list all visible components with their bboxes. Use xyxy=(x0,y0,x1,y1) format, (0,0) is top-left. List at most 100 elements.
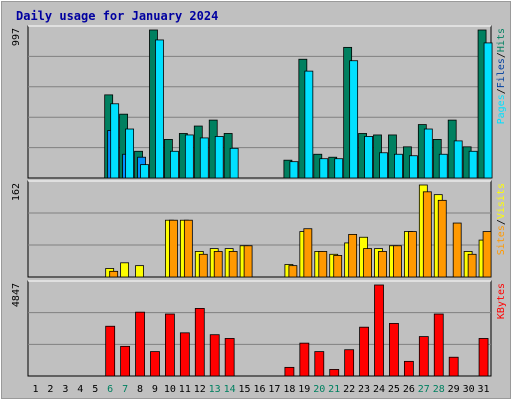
day-label: 18 xyxy=(283,384,295,395)
bar-pages-day-22 xyxy=(349,60,359,179)
bar-kbytes-day-26 xyxy=(403,360,414,377)
panel-kbytes: 4847 KBytes xyxy=(11,280,507,377)
bar-pages-day-19 xyxy=(304,70,314,179)
outer-bevel-dark xyxy=(1,1,511,399)
bar-kbytes-day-12 xyxy=(194,308,205,377)
day-label: 30 xyxy=(463,384,475,395)
legend-entry: Sites xyxy=(496,225,507,255)
legend-entry: Pages xyxy=(496,94,507,124)
bar-pages-day-21 xyxy=(334,158,344,179)
bar-sites-day-25 xyxy=(393,245,402,278)
day-label: 12 xyxy=(194,384,206,395)
day-label: 14 xyxy=(224,384,236,395)
bar-kbytes-day-10 xyxy=(165,313,175,377)
plot-area-kbytes xyxy=(27,280,492,377)
day-axis-labels: 1 2 3 4 5 6 7 8 9 10 11 12 13 14 15 16 17 18 19 20 21 22 23 24 2… xyxy=(32,384,489,395)
bar-kbytes-day-20 xyxy=(314,351,325,377)
day-label: 1 xyxy=(32,384,38,395)
bar-pages-day-24 xyxy=(379,152,388,179)
legend-hits_files: Pages/Files/Hits xyxy=(496,28,507,124)
day-label: 29 xyxy=(448,384,460,395)
day-label: 16 xyxy=(253,384,265,395)
bar-kbytes-day-22 xyxy=(344,349,355,377)
bar-pages-day-31 xyxy=(483,42,493,179)
legend-entry: Files xyxy=(496,58,507,88)
legend-entry: Hits xyxy=(496,28,507,52)
day-label: 3 xyxy=(62,384,68,395)
bar-sites-day-19 xyxy=(303,228,313,278)
bar-pages-day-29 xyxy=(453,140,463,179)
bar-sites-day-12 xyxy=(198,253,208,278)
bar-sites-day-11 xyxy=(183,219,193,278)
bar-sites-day-18 xyxy=(288,265,298,278)
bar-kbytes-day-18 xyxy=(284,366,295,377)
bar-pages-day-30 xyxy=(468,150,478,179)
bar-kbytes-day-9 xyxy=(150,351,160,377)
bar-sites-day-21 xyxy=(333,255,343,278)
day-label: 17 xyxy=(268,384,280,395)
bar-sites-day-30 xyxy=(467,253,477,278)
bar-pages-day-13 xyxy=(214,136,224,179)
bar-sites-day-20 xyxy=(318,251,328,278)
day-label: 23 xyxy=(358,384,370,395)
bar-kbytes-day-7 xyxy=(120,345,131,377)
bar-pages-day-10 xyxy=(170,150,179,179)
bar-kbytes-day-14 xyxy=(224,338,235,377)
bar-visits-day-7 xyxy=(120,262,130,278)
day-label: 25 xyxy=(388,384,400,395)
bar-pages-day-12 xyxy=(199,137,209,179)
bar-sites-day-27 xyxy=(422,191,432,278)
day-label: 27 xyxy=(418,384,430,395)
day-label: 20 xyxy=(313,384,325,395)
bar-pages-day-28 xyxy=(438,153,448,179)
day-label: 13 xyxy=(209,384,221,395)
bar-sites-day-22 xyxy=(348,234,358,278)
bar-sites-day-13 xyxy=(213,251,223,278)
bar-pages-day-25 xyxy=(394,153,403,179)
bar-sites-day-14 xyxy=(228,251,238,278)
legend-kbytes: KBytes xyxy=(496,283,507,319)
day-label: 19 xyxy=(298,384,310,395)
bar-pages-day-8 xyxy=(140,164,149,179)
day-label: 11 xyxy=(179,384,191,395)
day-label: 22 xyxy=(343,384,355,395)
bar-sites-day-29 xyxy=(452,222,462,278)
bar-pages-day-18 xyxy=(289,161,299,179)
max-value-label: 997 xyxy=(11,28,22,46)
day-label: 9 xyxy=(152,384,158,395)
bar-pages-day-11 xyxy=(184,134,194,179)
day-label: 10 xyxy=(164,384,176,395)
bar-sites-day-24 xyxy=(378,251,387,278)
bar-pages-day-6 xyxy=(110,103,120,179)
bar-kbytes-day-19 xyxy=(299,342,310,377)
bar-sites-day-31 xyxy=(482,231,492,278)
day-label: 4 xyxy=(77,384,83,395)
day-label: 6 xyxy=(107,384,113,395)
bar-pages-day-23 xyxy=(364,136,373,179)
bar-sites-day-10 xyxy=(169,219,178,278)
bar-pages-day-27 xyxy=(423,128,433,179)
day-label: 5 xyxy=(92,384,98,395)
bar-kbytes-day-8 xyxy=(135,311,145,377)
bar-kbytes-day-24 xyxy=(374,284,384,377)
bar-sites-day-15 xyxy=(243,245,253,278)
bar-kbytes-day-23 xyxy=(359,326,369,377)
day-label: 21 xyxy=(328,384,340,395)
day-label: 8 xyxy=(137,384,143,395)
day-label: 2 xyxy=(47,384,53,395)
bar-pages-day-20 xyxy=(319,158,329,179)
max-value-label: 162 xyxy=(11,183,22,201)
bar-kbytes-day-31 xyxy=(478,338,489,377)
bar-sites-day-26 xyxy=(407,231,417,278)
day-label: 28 xyxy=(433,384,445,395)
legend-separator: / xyxy=(496,52,507,58)
bar-sites-day-6 xyxy=(109,270,119,278)
bar-pages-day-26 xyxy=(408,155,418,179)
bar-visits-day-8 xyxy=(135,265,144,278)
bar-kbytes-day-25 xyxy=(389,323,399,377)
day-label: 15 xyxy=(239,384,251,395)
bar-kbytes-day-11 xyxy=(179,332,190,377)
